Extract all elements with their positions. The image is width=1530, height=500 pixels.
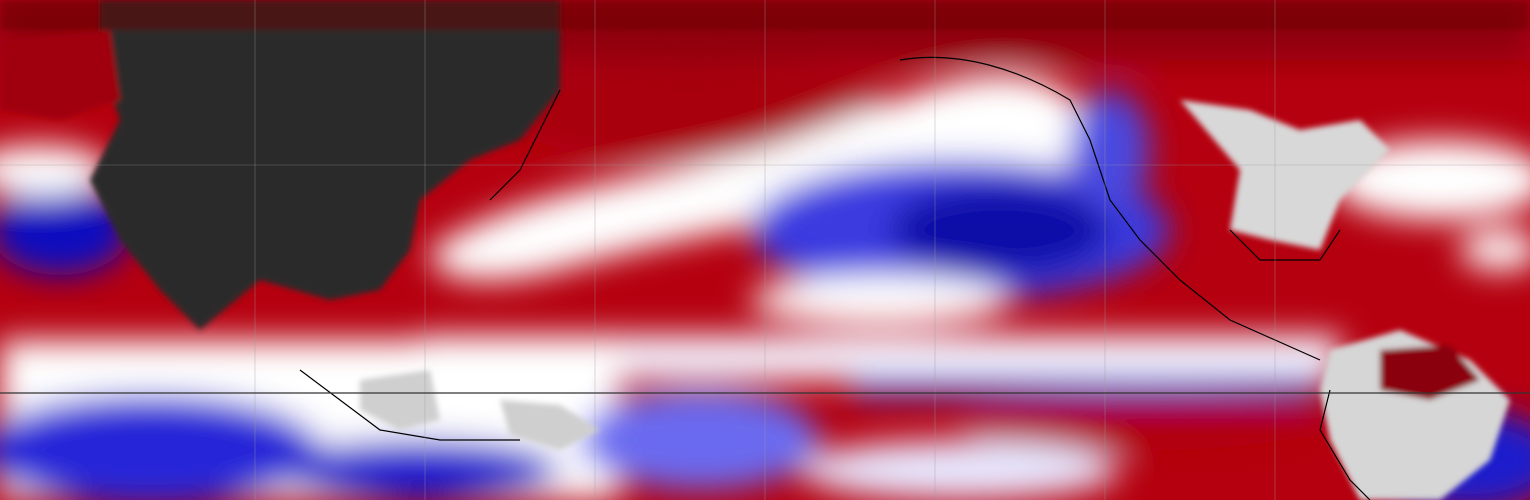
coast-gulf: [1229, 229, 1341, 261]
south-white: [800, 440, 1120, 500]
white-arc: [430, 75, 1093, 281]
borneo: [360, 370, 440, 430]
coast-south-america: [1319, 389, 1371, 500]
south-central-blue: [580, 390, 820, 490]
south-blue: [280, 440, 560, 500]
coast-indonesia: [299, 369, 520, 441]
north-pacific-red: [490, 60, 890, 160]
white-patch: [750, 275, 1010, 325]
blue-core: [890, 185, 1110, 275]
atlantic-white-2: [1460, 230, 1530, 270]
new-guinea: [500, 400, 600, 450]
europe-land: [0, 30, 120, 120]
amazon-red: [1380, 345, 1480, 400]
atlantic-white: [1330, 140, 1530, 220]
north-america-east: [1180, 100, 1390, 250]
west-blue: [0, 185, 130, 275]
coast-north-america: [899, 56, 1321, 361]
southwest-blue: [0, 395, 320, 500]
southern-red: [960, 400, 1320, 450]
west-white: [0, 145, 110, 195]
coastal-blue: [1070, 90, 1150, 210]
coastlines: [299, 56, 1371, 500]
equatorial-blue: [850, 378, 1320, 398]
coast-japan: [489, 89, 561, 201]
